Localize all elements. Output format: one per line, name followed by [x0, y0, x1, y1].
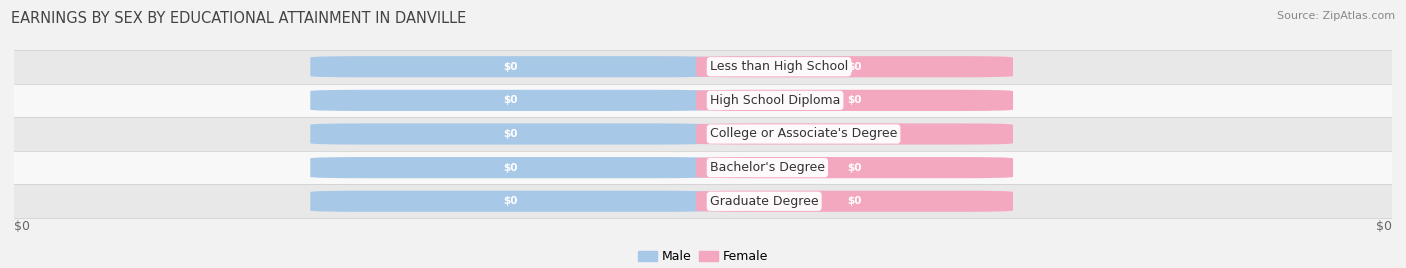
Text: $0: $0 — [848, 129, 862, 139]
Bar — [14, 84, 1392, 117]
Text: High School Diploma: High School Diploma — [710, 94, 841, 107]
Text: $0: $0 — [503, 62, 517, 72]
FancyBboxPatch shape — [696, 157, 1012, 178]
Text: EARNINGS BY SEX BY EDUCATIONAL ATTAINMENT IN DANVILLE: EARNINGS BY SEX BY EDUCATIONAL ATTAINMEN… — [11, 11, 467, 26]
Text: Bachelor's Degree: Bachelor's Degree — [710, 161, 825, 174]
Text: $0: $0 — [14, 221, 30, 233]
FancyBboxPatch shape — [311, 56, 710, 77]
FancyBboxPatch shape — [696, 123, 1012, 145]
Bar — [14, 184, 1392, 218]
Text: $0: $0 — [848, 196, 862, 206]
Text: $0: $0 — [848, 62, 862, 72]
Text: $0: $0 — [848, 95, 862, 105]
Text: $0: $0 — [503, 95, 517, 105]
Text: $0: $0 — [503, 196, 517, 206]
FancyBboxPatch shape — [311, 157, 710, 178]
Text: College or Associate's Degree: College or Associate's Degree — [710, 128, 897, 140]
FancyBboxPatch shape — [311, 123, 710, 145]
Text: $0: $0 — [503, 163, 517, 173]
Text: Less than High School: Less than High School — [710, 60, 848, 73]
Text: $0: $0 — [503, 129, 517, 139]
Legend: Male, Female: Male, Female — [633, 245, 773, 268]
FancyBboxPatch shape — [696, 56, 1012, 77]
Bar — [14, 117, 1392, 151]
Text: Source: ZipAtlas.com: Source: ZipAtlas.com — [1277, 11, 1395, 21]
FancyBboxPatch shape — [696, 191, 1012, 212]
Bar — [14, 50, 1392, 84]
Bar — [14, 151, 1392, 184]
Text: $0: $0 — [1376, 221, 1392, 233]
FancyBboxPatch shape — [696, 90, 1012, 111]
Text: $0: $0 — [848, 163, 862, 173]
Text: Graduate Degree: Graduate Degree — [710, 195, 818, 208]
FancyBboxPatch shape — [311, 90, 710, 111]
FancyBboxPatch shape — [311, 191, 710, 212]
